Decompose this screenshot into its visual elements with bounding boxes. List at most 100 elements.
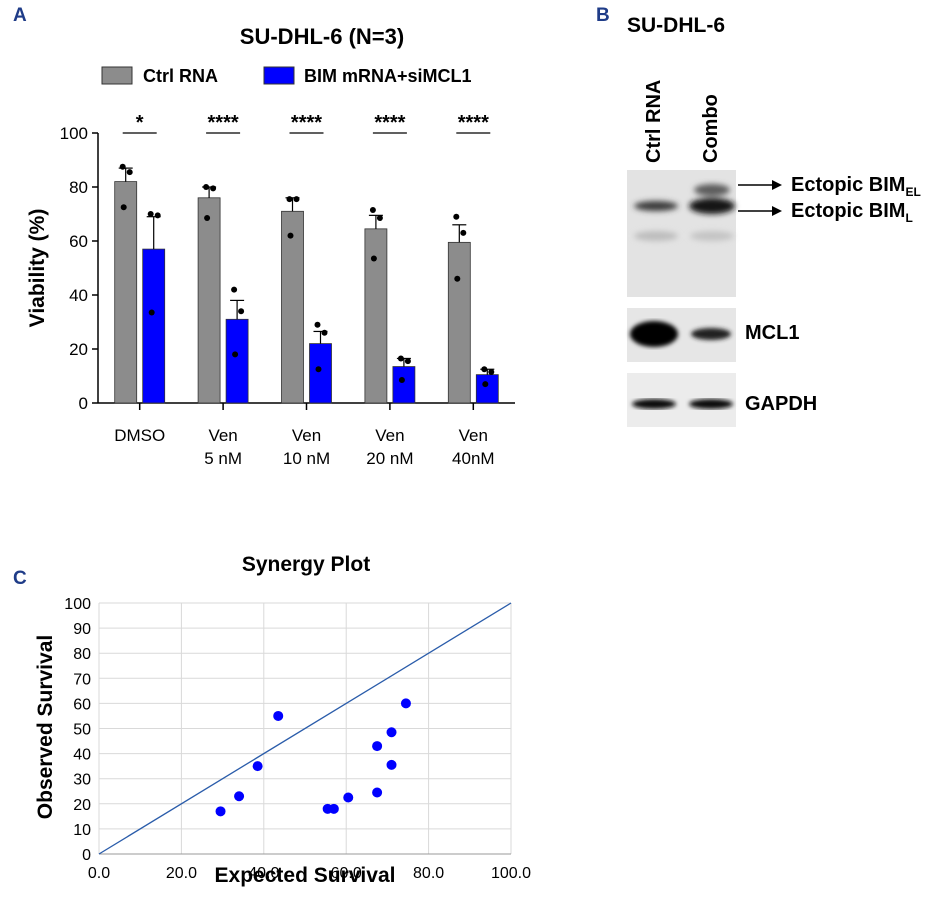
replicate-point bbox=[204, 215, 211, 222]
bar-x-tick-label: Ven bbox=[375, 426, 404, 445]
bar-chart-axes: 0 20 40 60 80 100 DMSO Ven 5 nM Ven 10 nM Ven 20 nM V… bbox=[60, 124, 515, 468]
synergy-reference-line bbox=[98, 602, 512, 855]
synergy-y-tick-label: 100 bbox=[64, 596, 91, 613]
bar-ctrl bbox=[364, 228, 388, 404]
synergy-y-tick-label: 30 bbox=[73, 772, 91, 789]
lane-label-ctrl: Ctrl RNA bbox=[643, 79, 665, 163]
replicate-point bbox=[453, 213, 460, 220]
panel-c-letter: C bbox=[13, 568, 27, 589]
replicate-point bbox=[370, 255, 377, 262]
synergy-y-tick-label: 20 bbox=[73, 797, 91, 814]
band-label-gapdh: GAPDH bbox=[745, 393, 818, 415]
bar-chart: SU-DHL-6 (N=3) Ctrl RNA BIM mRNA+siMCL1 … bbox=[26, 24, 515, 468]
synergy-x-tick-label: 60.0 bbox=[331, 865, 362, 882]
replicate-point bbox=[397, 355, 404, 362]
band-mcl1-ctrl bbox=[630, 321, 678, 347]
synergy-point bbox=[386, 759, 397, 770]
bar-x-tick-label: 10 nM bbox=[283, 449, 330, 468]
replicate-point bbox=[488, 368, 495, 375]
synergy-point bbox=[372, 787, 383, 798]
replicate-point bbox=[321, 329, 328, 336]
replicate-point bbox=[210, 185, 217, 192]
replicate-point bbox=[454, 275, 461, 282]
bar-ctrl bbox=[197, 197, 221, 404]
replicate-point bbox=[315, 366, 322, 373]
synergy-y-tick-label: 80 bbox=[73, 646, 91, 663]
blot-gapdh-panel bbox=[627, 373, 736, 427]
synergy-y-tick-label: 60 bbox=[73, 696, 91, 713]
legend-swatch-combo bbox=[263, 66, 295, 85]
replicate-point bbox=[293, 196, 300, 203]
synergy-chart-xlabel: Expected Survival bbox=[215, 864, 396, 887]
synergy-point bbox=[328, 803, 339, 814]
bar-x-tick-label: Ven bbox=[292, 426, 321, 445]
bar-ctrl bbox=[281, 210, 304, 404]
legend-label-combo: BIM mRNA+siMCL1 bbox=[304, 66, 472, 86]
replicate-point bbox=[203, 184, 210, 190]
bar-y-tick-label: 0 bbox=[79, 394, 88, 413]
significance-label: **** bbox=[291, 112, 322, 134]
replicate-point bbox=[154, 212, 161, 219]
significance-label: **** bbox=[458, 112, 489, 134]
replicate-point bbox=[126, 169, 133, 176]
band-nonspecific-combo bbox=[690, 231, 734, 241]
replicate-point bbox=[231, 286, 238, 293]
bar-y-tick-label: 20 bbox=[69, 340, 88, 359]
bar-ctrl bbox=[114, 181, 138, 404]
replicate-point bbox=[232, 351, 239, 358]
significance-label: **** bbox=[208, 112, 239, 134]
synergy-y-tick-label: 50 bbox=[73, 722, 91, 739]
synergy-y-tick-label: 0 bbox=[82, 847, 91, 864]
synergy-chart-title: Synergy Plot bbox=[242, 553, 370, 576]
replicate-point bbox=[119, 163, 126, 170]
synergy-point bbox=[252, 761, 263, 772]
bar-x-tick-label: Ven bbox=[208, 426, 237, 445]
synergy-point bbox=[215, 806, 226, 817]
synergy-y-tick-label: 70 bbox=[73, 671, 91, 688]
replicate-point bbox=[481, 366, 488, 373]
replicate-point bbox=[376, 215, 383, 222]
replicate-point bbox=[287, 232, 294, 239]
blot-mcl1-panel bbox=[627, 308, 736, 362]
bar-x-tick-label: 5 nM bbox=[204, 449, 242, 468]
synergy-x-tick-label: 0.0 bbox=[88, 865, 110, 882]
synergy-y-tick-label: 10 bbox=[73, 822, 91, 839]
replicate-point bbox=[148, 309, 155, 316]
arrow-bim-l-icon bbox=[772, 206, 782, 216]
synergy-point bbox=[273, 710, 284, 721]
bar-combo bbox=[142, 248, 166, 404]
replicate-point bbox=[369, 206, 376, 213]
bar-ctrl bbox=[447, 241, 471, 404]
band-label-bim-l: Ectopic BIML bbox=[791, 200, 913, 225]
legend-label-ctrl: Ctrl RNA bbox=[143, 66, 218, 86]
band-nonspecific-ctrl bbox=[634, 231, 678, 241]
replicate-point bbox=[460, 229, 467, 236]
bar-combo bbox=[392, 366, 416, 404]
replicate-point bbox=[314, 321, 321, 328]
band-bim-l-ctrl bbox=[634, 201, 678, 211]
arrow-bim-el-icon bbox=[772, 180, 782, 190]
synergy-point bbox=[322, 803, 333, 814]
bar-combo bbox=[475, 374, 499, 404]
bar-combo bbox=[309, 343, 332, 404]
bar-y-tick-label: 60 bbox=[69, 232, 88, 251]
bar-y-tick-label: 40 bbox=[69, 286, 88, 305]
synergy-chart-marks bbox=[98, 602, 512, 855]
panel-a-letter: A bbox=[13, 5, 27, 26]
legend-swatch-ctrl bbox=[101, 66, 133, 85]
replicate-point bbox=[147, 211, 154, 217]
synergy-chart-grid: 0 10 20 30 40 50 60 70 80 90 100 0.0 20.0 40.0 60.0 80.… bbox=[64, 596, 531, 882]
bar-x-tick-label: DMSO bbox=[114, 426, 165, 445]
replicate-point bbox=[120, 204, 127, 211]
blot-title: SU-DHL-6 bbox=[627, 14, 725, 37]
synergy-y-tick-label: 40 bbox=[73, 747, 91, 764]
significance-label: * bbox=[136, 112, 144, 134]
replicate-point bbox=[404, 358, 411, 365]
synergy-x-tick-label: 40.0 bbox=[248, 865, 279, 882]
panel-b-letter: B bbox=[596, 5, 610, 26]
bar-combo bbox=[225, 318, 249, 404]
bar-chart-marks: * **** **** **** **** bbox=[114, 112, 499, 404]
synergy-x-tick-label: 100.0 bbox=[491, 865, 531, 882]
bar-x-tick-label: 40nM bbox=[452, 449, 495, 468]
synergy-point bbox=[343, 792, 354, 803]
